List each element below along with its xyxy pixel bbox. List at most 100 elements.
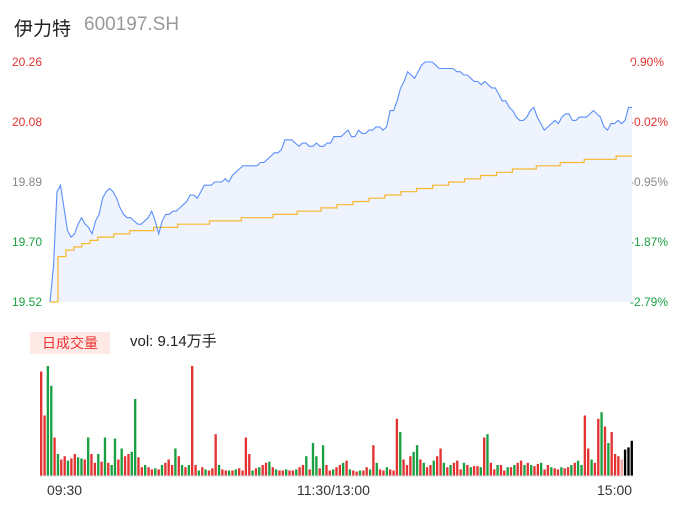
volume-bar: [63, 456, 66, 476]
volume-bar: [530, 465, 533, 476]
volume-bar: [627, 447, 630, 476]
volume-bar: [227, 470, 231, 476]
volume-bar: [328, 470, 331, 476]
volume-bar: [308, 469, 311, 476]
volume-bar: [53, 437, 56, 476]
volume-bar: [385, 467, 389, 476]
volume-bar: [258, 467, 261, 476]
volume-bar: [479, 467, 482, 476]
volume-bar: [244, 437, 248, 476]
volume-bar: [399, 432, 402, 476]
volume-bar: [177, 456, 180, 476]
volume-tab[interactable]: 日成交量: [30, 332, 110, 354]
volume-bar: [140, 467, 144, 476]
volume-bar: [214, 434, 217, 476]
volume-bar: [436, 456, 439, 476]
volume-bar: [372, 445, 375, 476]
volume-bar: [516, 462, 519, 476]
volume-bar: [207, 470, 211, 476]
volume-bar: [573, 462, 576, 476]
volume-bar: [76, 457, 80, 476]
volume-bar: [375, 462, 378, 476]
price-tick-label: 20.08: [12, 115, 43, 129]
volume-bar: [610, 432, 613, 476]
volume-bar: [268, 461, 271, 476]
volume-bar: [439, 448, 442, 476]
volume-bar: [97, 454, 100, 476]
volume-bar: [462, 462, 466, 476]
volume-bar: [395, 418, 399, 476]
volume-bar: [536, 463, 540, 476]
volume-bar: [90, 454, 93, 476]
volume-bar: [271, 467, 274, 476]
volume-bar: [154, 468, 157, 476]
volume-bar: [197, 470, 201, 476]
volume-bar: [100, 461, 103, 476]
volume-bar: [348, 469, 352, 476]
volume-bar: [526, 462, 529, 476]
volume-bar: [332, 469, 335, 476]
price-tick-label: 19.52: [12, 295, 43, 309]
volume-bar: [184, 467, 187, 476]
volume-bar: [597, 418, 600, 476]
volume-bar: [164, 462, 167, 476]
volume-bar: [603, 426, 607, 476]
volume-bar: [623, 449, 627, 476]
pct-tick-label: 0.90%: [630, 55, 665, 69]
volume-bar: [174, 448, 177, 476]
volume-bar: [368, 469, 372, 476]
price-area-fill: [50, 62, 632, 302]
volume-bar: [311, 443, 315, 476]
volume-bar: [613, 454, 617, 476]
volume-bar: [425, 467, 429, 476]
volume-bar: [402, 459, 405, 476]
volume-bar: [523, 465, 526, 476]
volume-bar: [127, 454, 130, 476]
volume-bar: [318, 468, 321, 476]
volume-bar: [499, 465, 503, 476]
volume-bar: [335, 467, 338, 476]
pct-tick-label: -0.95%: [630, 175, 669, 189]
volume-bar: [40, 371, 43, 476]
volume-bar: [123, 456, 127, 476]
volume-bar: [325, 465, 328, 476]
volume-bar: [483, 437, 486, 476]
volume-bar: [362, 470, 365, 476]
volume-bar: [231, 470, 234, 476]
volume-bar: [556, 469, 560, 476]
volume-bar: [509, 467, 513, 476]
volume-bar: [358, 470, 362, 476]
volume-bar: [405, 465, 409, 476]
volume-bar: [563, 468, 566, 476]
volume-bar: [419, 459, 422, 476]
volume-bar: [338, 465, 342, 476]
volume-bar: [204, 469, 207, 476]
volume-bar: [392, 470, 395, 476]
volume-bar: [449, 465, 452, 476]
volume-bar: [409, 456, 412, 476]
volume-bar: [630, 440, 633, 476]
volume-bar: [342, 462, 345, 476]
volume-bar: [583, 415, 587, 476]
volume-bar: [180, 465, 184, 476]
volume-bar: [593, 462, 597, 476]
volume-bar: [486, 434, 489, 476]
volume-bar: [60, 459, 63, 476]
volume-bar: [134, 399, 137, 476]
volume-bar: [93, 462, 97, 476]
volume-bar: [224, 470, 227, 476]
volume-bar: [56, 454, 60, 476]
volume-bar: [83, 459, 86, 476]
volume-bar: [546, 465, 550, 476]
volume-bar: [291, 470, 295, 476]
volume-bar: [70, 458, 73, 476]
volume-bar: [305, 456, 308, 476]
volume-bar: [238, 468, 241, 476]
volume-bar: [167, 459, 170, 476]
volume-bar: [415, 445, 419, 476]
volume-bar: [321, 445, 325, 476]
volume-bar: [513, 465, 516, 476]
volume-bar: [66, 460, 70, 476]
volume-bar: [120, 448, 123, 476]
